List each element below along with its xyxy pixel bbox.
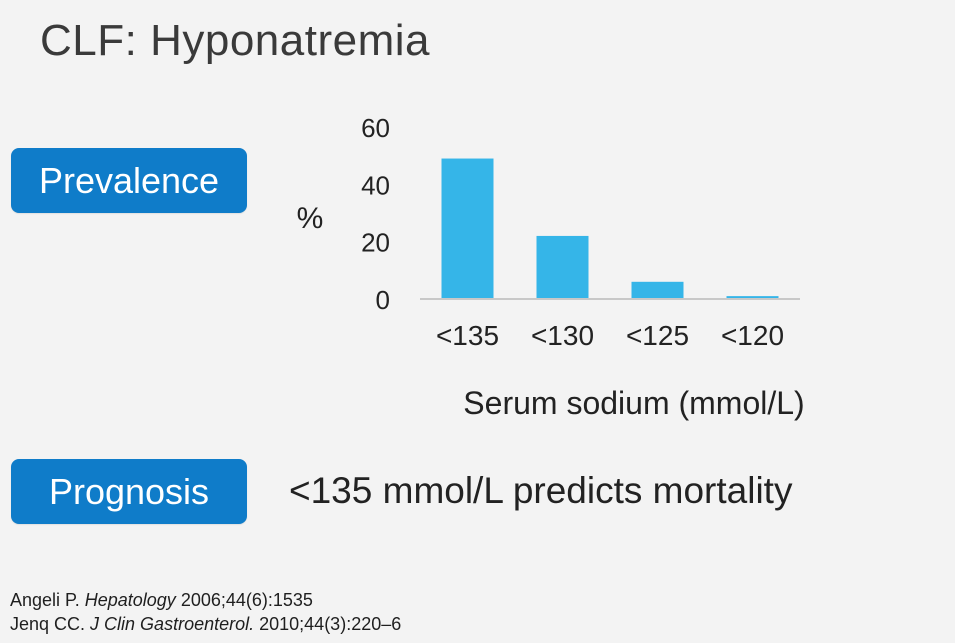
y-tick-label: 0 (376, 285, 390, 315)
y-tick-label: 60 (361, 113, 390, 143)
x-tick-label: <120 (721, 320, 784, 351)
reference-journal: J Clin Gastroenterol. (90, 614, 255, 634)
prevalence-badge: Prevalence (11, 148, 247, 213)
x-tick-label: <125 (626, 320, 689, 351)
x-axis-ticks: <135 <130 <125 <120 (436, 320, 784, 351)
y-tick-label: 40 (361, 170, 390, 200)
reference-journal: Hepatology (84, 590, 176, 610)
x-tick-label: <130 (531, 320, 594, 351)
reference-author: Jenq CC. (10, 614, 91, 634)
bar (441, 158, 494, 299)
prognosis-statement: <135 mmol/L predicts mortality (289, 470, 793, 511)
bar (726, 296, 779, 299)
x-tick-label: <135 (436, 320, 499, 351)
reference-2: Jenq CC. J Clin Gastroenterol. 2010;44(3… (10, 612, 401, 636)
reference-1: Angeli P. Hepatology 2006;44(6):1535 (10, 588, 401, 612)
bars (441, 158, 779, 299)
reference-details: 2010;44(3):220–6 (254, 614, 402, 634)
bar (536, 235, 589, 299)
reference-author: Angeli P. (10, 590, 85, 610)
reference-details: 2006;44(6):1535 (175, 590, 313, 610)
prevalence-bar-chart: % 0 20 40 60 <135 <130 <125 <120 Serum sodium … (297, 113, 805, 421)
y-axis-ticks: 0 20 40 60 (361, 113, 390, 315)
prognosis-badge: Prognosis (11, 459, 247, 524)
y-tick-label: 20 (361, 228, 390, 258)
bar (631, 281, 684, 299)
x-axis-label: Serum sodium (mmol/L) (463, 385, 804, 421)
slide-title: CLF: Hyponatremia (40, 16, 430, 65)
y-axis-label: % (297, 202, 324, 235)
references: Angeli P. Hepatology 2006;44(6):1535 Jen… (10, 588, 401, 636)
